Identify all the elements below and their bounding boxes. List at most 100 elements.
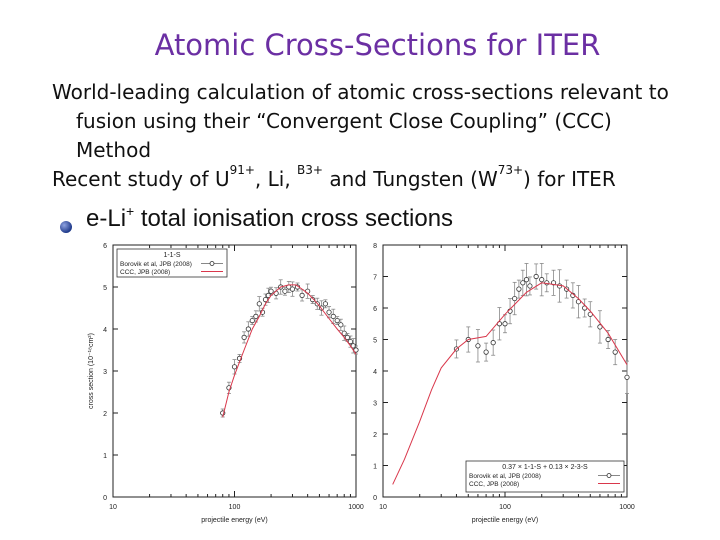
data-point-borovik (241, 334, 247, 340)
para2-text-3: and Tungsten (W (322, 167, 498, 191)
data-point-borovik (582, 305, 588, 311)
y-tick-label: 0 (373, 495, 377, 502)
series-line-ccc (392, 282, 628, 485)
data-point-borovik (310, 296, 316, 303)
data-point-borovik (256, 301, 262, 307)
x-tick-label: 1000 (619, 504, 635, 511)
data-point-borovik (575, 299, 582, 305)
data-point-borovik (314, 301, 320, 307)
data-point-borovik (259, 309, 266, 315)
data-point-borovik (326, 309, 332, 315)
y-tick-label: 1 (373, 464, 377, 471)
x-tick-label: 1000 (348, 504, 364, 511)
data-point-borovik (483, 349, 489, 355)
data-point-borovik (533, 273, 539, 280)
data-point-borovik (268, 288, 274, 294)
y-tick-label: 5 (103, 285, 107, 292)
data-point-borovik (338, 322, 344, 328)
series-line-ccc (222, 284, 357, 418)
data-point-borovik (220, 410, 226, 416)
legend-entry: CCC, JPB (2008) (120, 269, 170, 276)
data-point-borovik (353, 347, 359, 353)
y-tick-label: 5 (373, 338, 377, 345)
legend-box (116, 248, 228, 278)
y-axis-label: cross section (10⁻¹⁸cm²) (88, 333, 95, 409)
bullet-paragraph-2: Recent study of U91+, Li, B3+ and Tungst… (52, 163, 692, 194)
data-point-borovik (334, 317, 340, 324)
data-point-borovik (490, 340, 496, 346)
data-point-borovik (587, 311, 593, 317)
data-point-borovik (245, 326, 251, 332)
heading-superscript: + (126, 203, 135, 219)
data-point-borovik (507, 308, 513, 314)
data-point-borovik (527, 283, 533, 289)
data-point-borovik (475, 343, 481, 349)
para2-superscript-3: 73+ (497, 163, 524, 177)
chart-heading: e-Li+ total ionisation cross sections (86, 203, 453, 233)
data-point-borovik (550, 280, 557, 286)
data-point-borovik (502, 321, 508, 327)
y-tick-label: 4 (103, 327, 107, 334)
data-point-borovik (341, 330, 347, 336)
data-point-borovik (262, 296, 269, 303)
data-point-borovik (347, 338, 354, 345)
data-point-borovik (289, 286, 296, 292)
x-tick-label: 10 (109, 504, 117, 511)
data-point-borovik (523, 277, 530, 283)
y-tick-label: 4 (373, 369, 377, 376)
data-point-borovik (318, 305, 325, 311)
data-point-borovik (236, 355, 243, 361)
data-point-borovik (605, 336, 611, 343)
data-point-borovik (282, 288, 288, 294)
legend-swatch-marker (209, 261, 215, 266)
para2-text-4: ) for ITER (523, 167, 616, 191)
data-point-borovik (278, 284, 284, 290)
data-point-borovik (465, 336, 471, 343)
data-point-borovik (612, 349, 618, 355)
legend-entry: CCC, JPB (2008) (469, 481, 519, 488)
legend-title: 1-1-S (163, 252, 180, 259)
y-tick-label: 2 (103, 411, 107, 418)
legend-entry: Borovik et al, JPB (2008) (469, 473, 541, 480)
data-point-borovik (330, 313, 336, 319)
y-tick-label: 3 (103, 369, 107, 376)
data-point-borovik (344, 334, 351, 340)
y-tick-label: 6 (373, 306, 377, 313)
x-tick-label: 10 (379, 504, 387, 511)
data-point-borovik (539, 277, 545, 283)
slide-body: World-leading calculation of atomic cros… (52, 78, 692, 194)
data-point-borovik (564, 286, 570, 292)
data-point-borovik (226, 385, 232, 391)
bullet-paragraph-1: World-leading calculation of atomic cros… (52, 80, 669, 162)
heading-text-1: e-Li (86, 205, 127, 232)
data-point-borovik (597, 324, 603, 330)
data-point-borovik (322, 301, 329, 307)
y-tick-label: 0 (103, 495, 107, 502)
para2-superscript-1: 91+ (229, 163, 255, 177)
data-point-borovik (294, 284, 301, 290)
plot-frame (382, 244, 628, 498)
data-point-borovik (305, 288, 311, 294)
x-axis-label: projectile energy (eV) (201, 517, 268, 524)
y-tick-label: 3 (373, 401, 377, 408)
data-point-borovik (512, 295, 518, 302)
data-point-borovik (286, 284, 292, 290)
data-point-borovik (299, 292, 305, 298)
para2-superscript-2: B3+ (297, 163, 323, 177)
legend-box (465, 460, 625, 493)
data-point-borovik (350, 343, 356, 349)
para2-text-1: Recent study of U (52, 167, 230, 191)
y-tick-label: 7 (373, 275, 377, 282)
data-point-borovik (453, 346, 460, 352)
plot-frame (112, 244, 357, 498)
legend-swatch-marker (606, 473, 612, 478)
data-point-borovik (265, 292, 271, 298)
para2-text-2: , Li, (254, 167, 298, 191)
y-tick-label: 2 (373, 432, 377, 439)
data-point-borovik (253, 313, 259, 319)
data-point-borovik (520, 280, 526, 286)
slide-title: Atomic Cross-Sections for ITER (154, 28, 601, 62)
y-tick-label: 1 (103, 453, 107, 460)
x-tick-label: 100 (499, 504, 511, 511)
y-tick-label: 8 (373, 243, 377, 250)
